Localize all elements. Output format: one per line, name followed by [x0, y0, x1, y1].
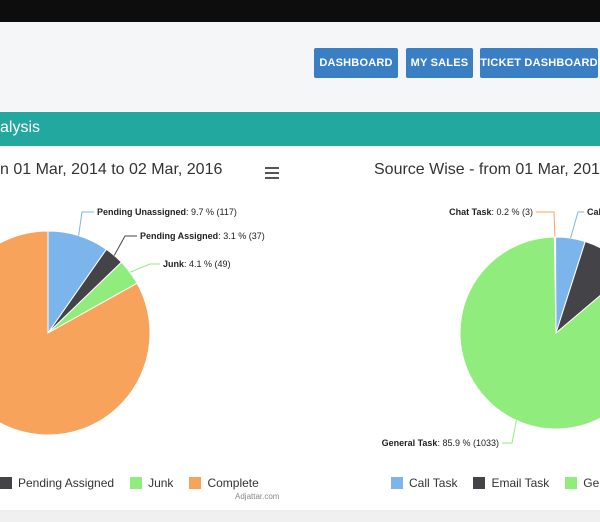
- connector-line: [129, 263, 160, 273]
- legend-swatch: [130, 477, 143, 489]
- data-label: Pending Unassigned: 9.7 % (117): [97, 207, 237, 217]
- legend-swatch: [391, 477, 403, 489]
- right-legend: Call Task Email Task Gene: [391, 476, 600, 490]
- my-sales-button[interactable]: MY SALES: [406, 48, 473, 78]
- top-dark-bar: [0, 0, 600, 22]
- connector-line: [113, 235, 137, 256]
- legend-item-call-task[interactable]: Call Task: [409, 476, 458, 490]
- connector-line: [570, 211, 584, 239]
- left-chart-title: n 01 Mar, 2014 to 02 Mar, 2016: [0, 161, 223, 178]
- section-title: alysis: [0, 119, 41, 136]
- chart-menu-icon[interactable]: [265, 167, 279, 179]
- legend-swatch: [473, 477, 486, 489]
- legend-item-complete[interactable]: Complete: [207, 476, 259, 490]
- dashboard-button[interactable]: DASHBOARD: [314, 48, 398, 78]
- pie-slice-complete[interactable]: [0, 230, 151, 436]
- ticket-dashboard-button[interactable]: TICKET DASHBOARD: [480, 48, 598, 78]
- legend-item-general-task[interactable]: Gene: [583, 476, 600, 490]
- legend-swatch: [0, 477, 12, 489]
- legend-swatch: [565, 477, 578, 489]
- connector-line: [78, 211, 94, 236]
- data-label: Pending Assigned: 3.1 % (37): [140, 231, 265, 241]
- legend-swatch: [189, 477, 202, 489]
- legend-item-email-task[interactable]: Email Task: [491, 476, 550, 490]
- section-header-bar: [0, 112, 600, 146]
- connector-line: [502, 420, 517, 444]
- bottom-strip: [0, 510, 600, 522]
- connector-line: [536, 211, 556, 238]
- right-chart-title: Source Wise - from 01 Mar, 201: [374, 161, 600, 178]
- data-label: General Task: 85.9 % (1033): [382, 438, 499, 448]
- data-label: Cal: [587, 207, 600, 217]
- legend-item-junk[interactable]: Junk: [148, 476, 174, 490]
- data-label: Chat Task: 0.2 % (3): [449, 207, 533, 217]
- data-label: Junk: 4.1 % (49): [163, 259, 231, 269]
- legend-item-pending-assigned[interactable]: Pending Assigned: [18, 476, 115, 490]
- pie-slice-email-task[interactable]: [554, 240, 600, 335]
- watermark: Adjattar.com: [235, 492, 280, 501]
- left-legend: Pending Assigned Junk Complete: [0, 476, 259, 490]
